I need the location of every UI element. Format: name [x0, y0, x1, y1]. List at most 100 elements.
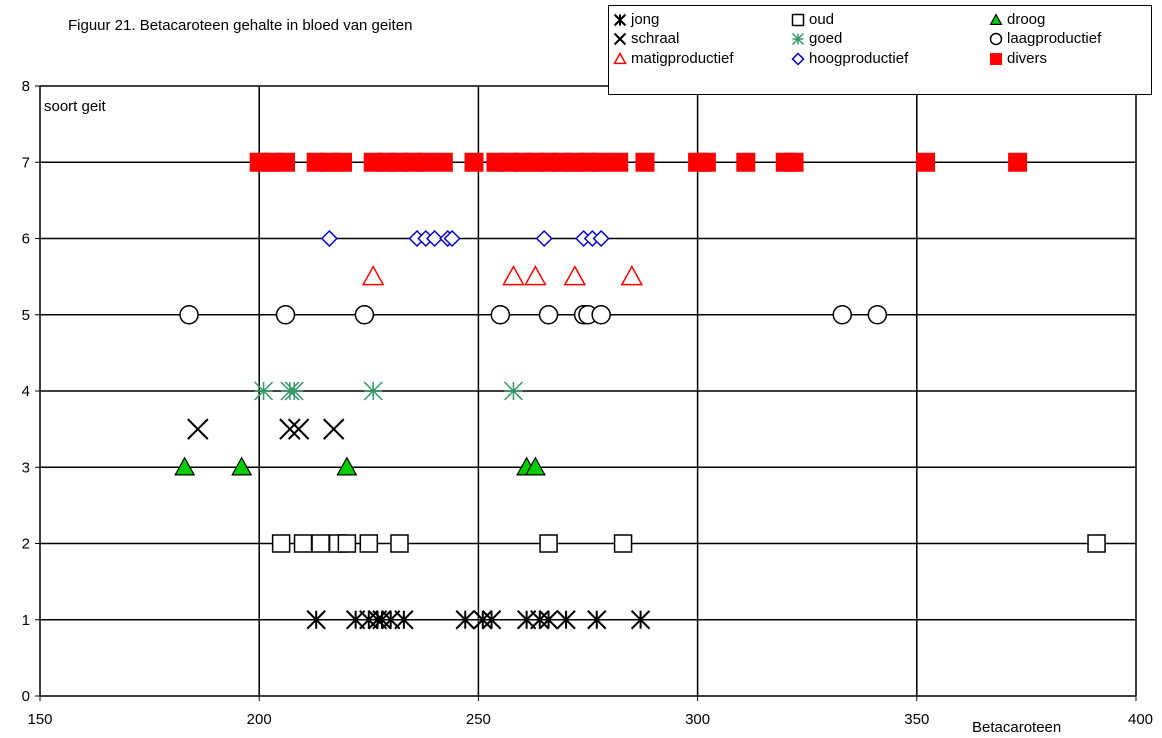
- data-point-jong: [538, 610, 559, 630]
- data-point-matigproductief: [361, 265, 385, 286]
- data-point-laagproductief: [538, 305, 559, 325]
- data-point-divers: [464, 152, 484, 172]
- data-point-jong: [372, 610, 392, 630]
- series-laagproductief: [179, 305, 888, 325]
- y-tick-label: 4: [22, 383, 30, 400]
- legend-marker-oud: [791, 13, 805, 27]
- data-point-divers: [736, 152, 756, 172]
- data-point-schraal: [187, 418, 209, 440]
- legend: jong oud droog schraal goed laagproductief mat…: [608, 5, 1152, 95]
- data-point-jong: [306, 610, 326, 630]
- data-point-hoogproductief: [320, 229, 338, 248]
- series-jong: [306, 610, 651, 630]
- data-point-jong: [587, 610, 607, 630]
- chart-title: Figuur 21. Betacaroteen gehalte in bloed…: [68, 17, 413, 34]
- x-tick-label: 400: [1128, 711, 1153, 728]
- y-tick-label: 8: [22, 78, 30, 95]
- data-point-hoogproductief: [443, 229, 461, 248]
- data-point-matigproductief: [502, 265, 525, 286]
- data-point-oud: [359, 534, 379, 553]
- data-point-jong: [394, 610, 414, 630]
- data-point-laagproductief: [354, 305, 375, 325]
- grid-lines: [40, 85, 1137, 696]
- data-point-schraal: [287, 418, 310, 440]
- axes: [35, 85, 1137, 701]
- data-point-divers: [696, 152, 716, 172]
- series-hoogproductief: [320, 229, 610, 248]
- y-tick-label: 3: [22, 459, 30, 476]
- data-point-divers: [276, 152, 296, 172]
- data-point-oud: [539, 534, 558, 553]
- x-axis-label: Betacaroteen: [972, 719, 1062, 736]
- y-tick-label: 0: [22, 688, 30, 705]
- data-point-droog: [174, 456, 196, 476]
- series-droog: [174, 456, 546, 476]
- data-point-laagproductief: [832, 305, 853, 325]
- legend-marker-laagproductief: [989, 32, 1003, 46]
- legend-label: goed: [809, 30, 843, 47]
- legend-label: matigproductief: [631, 50, 734, 67]
- x-tick-label: 350: [904, 711, 929, 728]
- data-point-jong: [473, 610, 493, 630]
- data-point-schraal: [279, 418, 301, 440]
- legend-label: laagproductief: [1007, 30, 1102, 47]
- data-point-droog: [231, 456, 253, 476]
- data-point-oud: [293, 534, 313, 553]
- data-point-divers: [784, 152, 804, 172]
- data-point-jong: [530, 610, 550, 630]
- data-point-goed: [254, 381, 274, 401]
- legend-marker-matigproductief: [613, 52, 627, 65]
- data-point-jong: [556, 610, 576, 630]
- y-tick-label: 1: [22, 612, 30, 629]
- data-point-goed: [284, 381, 304, 401]
- data-point-divers: [416, 152, 436, 172]
- data-point-laagproductief: [490, 305, 511, 325]
- data-point-droog: [336, 456, 358, 476]
- data-point-oud: [311, 534, 330, 553]
- data-point-goed: [363, 381, 383, 401]
- y-axis-label: soort geit: [42, 98, 108, 115]
- legend-label: divers: [1007, 50, 1048, 67]
- y-tick-labels: 0 1 2 3 4 5 6 7 8: [22, 78, 30, 705]
- x-tick-label: 150: [27, 711, 52, 728]
- data-point-matigproductief: [524, 265, 547, 286]
- legend-label: droog: [1007, 11, 1046, 28]
- x-tick-label: 300: [685, 711, 710, 728]
- x-tick-labels: 150 200 250 300 350 400: [27, 711, 1153, 728]
- data-point-divers: [332, 152, 352, 172]
- data-point-droog: [524, 456, 546, 476]
- data-point-oud: [271, 534, 291, 553]
- x-tick-label: 200: [247, 711, 272, 728]
- legend-marker-goed: [791, 32, 805, 46]
- y-tick-label: 5: [22, 307, 30, 324]
- data-point-hoogproductief: [425, 229, 444, 248]
- data-point-oud: [1087, 534, 1106, 553]
- series-oud: [271, 534, 1106, 553]
- x-tick-label: 250: [466, 711, 491, 728]
- y-tick-label: 7: [22, 154, 30, 171]
- data-point-divers: [591, 152, 611, 172]
- data-point-divers: [916, 152, 936, 172]
- data-point-jong: [481, 610, 502, 630]
- data-points: [174, 152, 1106, 630]
- data-point-hoogproductief: [592, 229, 610, 248]
- legend-label: schraal: [631, 30, 680, 47]
- data-point-laagproductief: [179, 305, 199, 325]
- data-point-laagproductief: [275, 305, 296, 325]
- legend-label: oud: [809, 11, 835, 28]
- legend-marker-schraal: [613, 32, 627, 46]
- data-point-jong: [455, 610, 475, 630]
- data-point-schraal: [323, 418, 345, 440]
- y-tick-label: 6: [22, 231, 30, 248]
- data-point-oud: [613, 534, 633, 553]
- series-divers: [249, 152, 1028, 172]
- legend-marker-droog: [989, 13, 1003, 25]
- data-point-divers: [433, 152, 453, 172]
- legend-label: hoogproductief: [809, 50, 909, 67]
- data-point-goed: [503, 381, 524, 401]
- legend-marker-jong: [613, 13, 627, 27]
- data-point-laagproductief: [591, 305, 611, 325]
- data-point-divers: [1008, 152, 1028, 172]
- data-point-divers: [609, 152, 629, 172]
